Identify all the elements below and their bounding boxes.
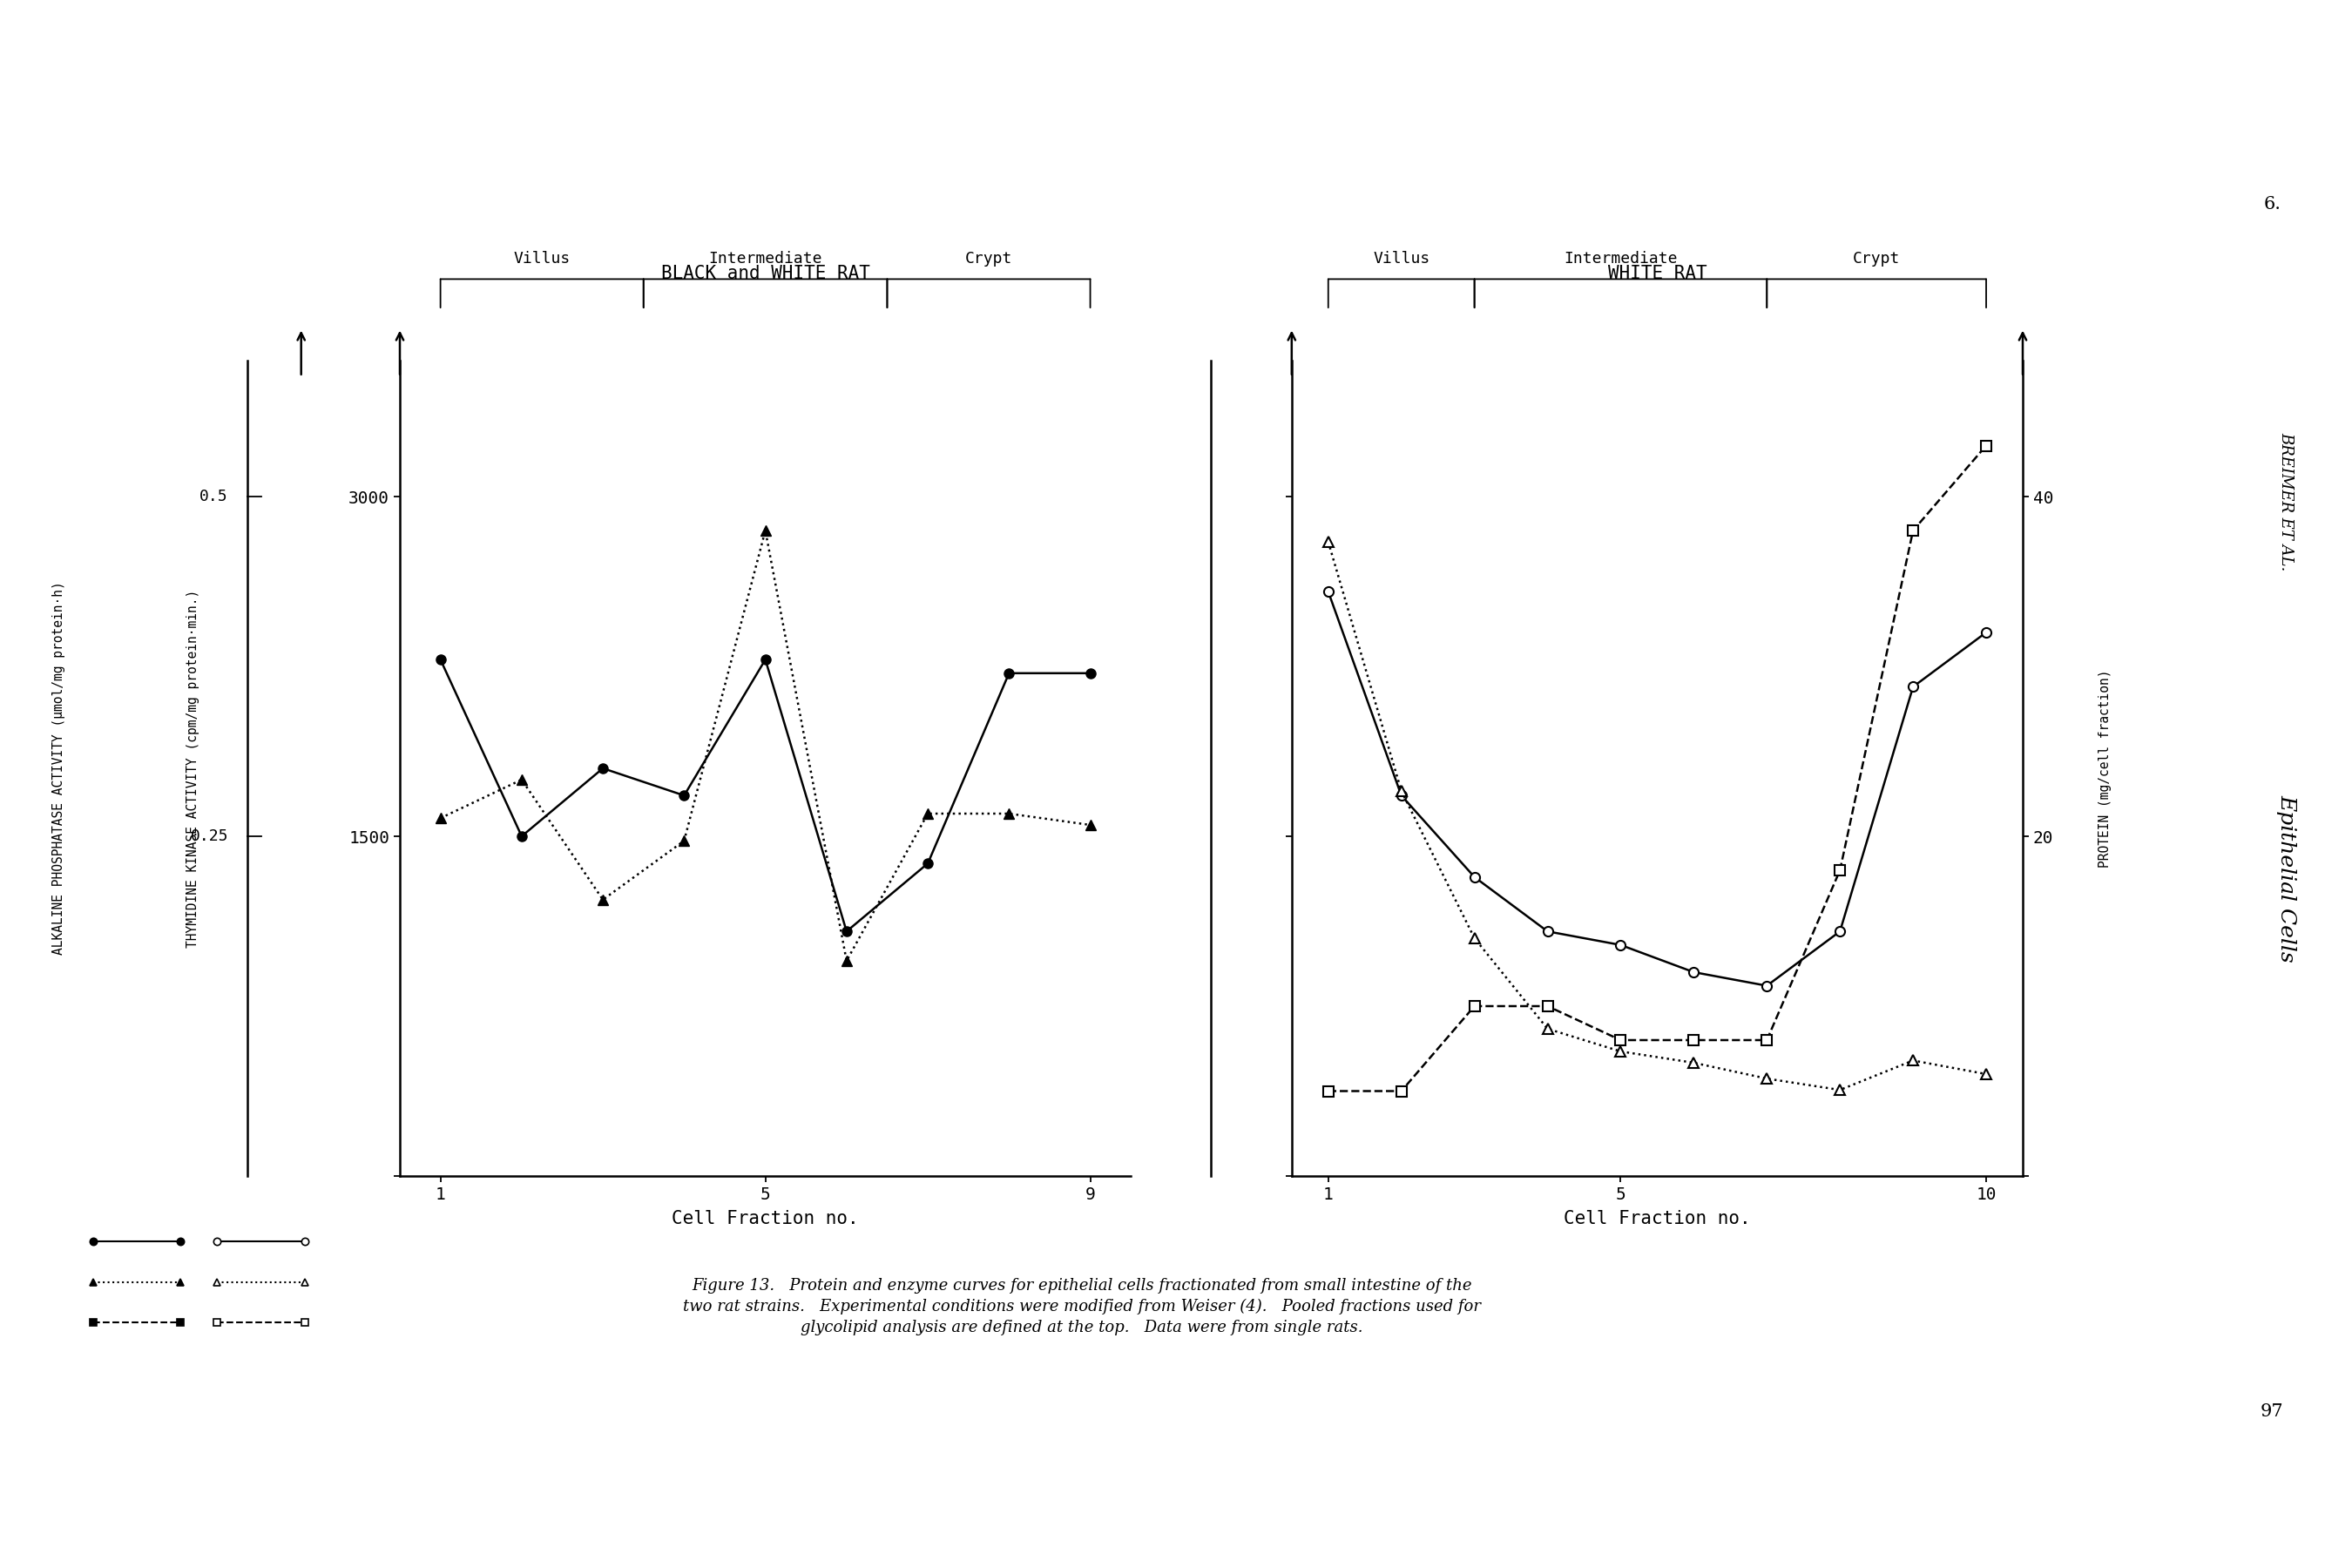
- Text: Crypt: Crypt: [1853, 251, 1900, 267]
- Text: Intermediate: Intermediate: [708, 251, 823, 267]
- X-axis label: Cell Fraction no.: Cell Fraction no.: [673, 1210, 858, 1228]
- Text: 6.: 6.: [2263, 196, 2281, 212]
- Title: WHITE RAT: WHITE RAT: [1609, 265, 1708, 282]
- Text: 0.5: 0.5: [200, 489, 228, 505]
- Text: THYMIDINE KINASE ACTIVITY (cpm/mg protein·min.): THYMIDINE KINASE ACTIVITY (cpm/mg protei…: [186, 590, 200, 947]
- Text: Crypt: Crypt: [964, 251, 1011, 267]
- Text: ALKALINE PHOSPHATASE ACTIVITY (μmol/mg protein·h): ALKALINE PHOSPHATASE ACTIVITY (μmol/mg p…: [52, 582, 66, 955]
- Text: 0.25: 0.25: [191, 828, 228, 844]
- X-axis label: Cell Fraction no.: Cell Fraction no.: [1564, 1210, 1750, 1228]
- Text: 97: 97: [2260, 1403, 2284, 1419]
- Text: Intermediate: Intermediate: [1564, 251, 1677, 267]
- Text: Villus: Villus: [513, 251, 572, 267]
- Text: Epithelial Cells: Epithelial Cells: [2277, 793, 2296, 963]
- Text: Villus: Villus: [1374, 251, 1430, 267]
- Text: PROTEIN (mg/cell fraction): PROTEIN (mg/cell fraction): [2098, 670, 2112, 867]
- Text: Figure 13.   Protein and enzyme curves for epithelial cells fractionated from sm: Figure 13. Protein and enzyme curves for…: [682, 1278, 1482, 1334]
- Title: BLACK and WHITE RAT: BLACK and WHITE RAT: [661, 265, 870, 282]
- Text: BREIMER ET AL.: BREIMER ET AL.: [2279, 433, 2293, 571]
